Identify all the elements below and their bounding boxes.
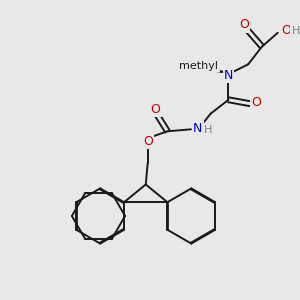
Text: O: O: [239, 18, 249, 32]
Text: H: H: [204, 125, 212, 135]
Text: N: N: [224, 69, 233, 82]
Text: O: O: [282, 24, 292, 37]
Text: O: O: [251, 96, 261, 109]
Text: N: N: [193, 122, 202, 135]
Text: O: O: [143, 135, 153, 148]
Text: H: H: [292, 26, 300, 36]
Text: O: O: [151, 103, 160, 116]
Text: methyl: methyl: [179, 61, 218, 71]
